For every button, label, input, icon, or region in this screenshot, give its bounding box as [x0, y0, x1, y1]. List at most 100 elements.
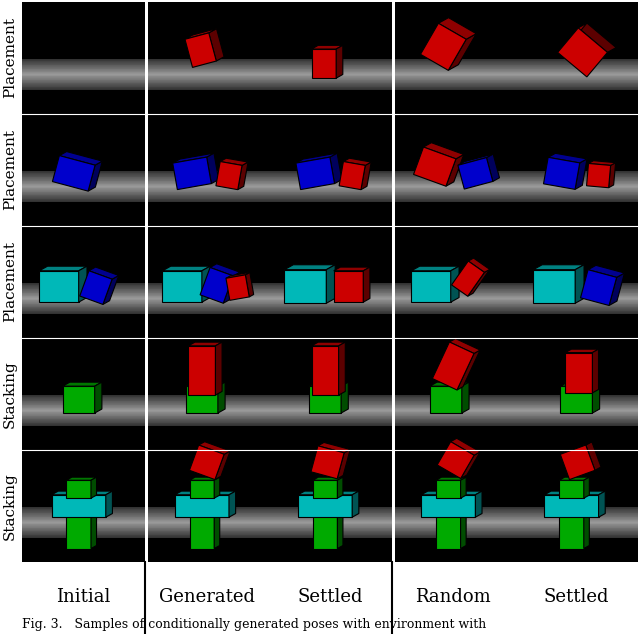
Bar: [515, 399, 638, 400]
Polygon shape: [461, 452, 480, 479]
Bar: [515, 183, 638, 184]
Bar: [268, 84, 392, 85]
Bar: [392, 537, 515, 538]
Polygon shape: [216, 342, 222, 395]
Bar: [145, 85, 268, 86]
Bar: [515, 306, 638, 307]
Bar: [268, 519, 392, 520]
Bar: [22, 515, 145, 517]
Bar: [145, 193, 268, 194]
Bar: [515, 114, 638, 171]
Bar: [22, 510, 145, 511]
Bar: [22, 507, 145, 508]
Bar: [268, 66, 392, 67]
Bar: [145, 314, 268, 338]
Bar: [268, 531, 392, 532]
Bar: [515, 82, 638, 84]
Bar: [145, 195, 268, 196]
Bar: [268, 86, 392, 87]
Polygon shape: [557, 23, 587, 53]
Bar: [22, 175, 145, 176]
Bar: [145, 405, 268, 406]
Bar: [22, 181, 145, 182]
Bar: [392, 60, 515, 61]
Bar: [22, 292, 145, 294]
Bar: [392, 413, 515, 414]
Bar: [268, 87, 392, 88]
Bar: [268, 59, 392, 60]
Bar: [268, 300, 392, 301]
Bar: [268, 533, 392, 534]
Polygon shape: [163, 266, 210, 271]
Polygon shape: [468, 269, 490, 296]
Polygon shape: [457, 350, 480, 390]
Bar: [392, 422, 515, 424]
Bar: [22, 298, 145, 299]
Polygon shape: [436, 477, 466, 480]
Bar: [515, 410, 638, 411]
Bar: [268, 283, 392, 284]
Bar: [268, 530, 392, 531]
Bar: [515, 285, 638, 287]
Polygon shape: [186, 382, 225, 386]
Bar: [145, 189, 268, 190]
Bar: [145, 530, 268, 531]
Bar: [268, 69, 392, 70]
Polygon shape: [218, 382, 225, 413]
Bar: [145, 89, 268, 91]
Polygon shape: [421, 491, 482, 495]
Bar: [515, 287, 638, 288]
Bar: [268, 513, 392, 514]
Bar: [145, 114, 268, 226]
Polygon shape: [313, 508, 337, 548]
Bar: [515, 338, 638, 450]
Bar: [22, 72, 145, 74]
Bar: [392, 410, 515, 411]
Bar: [22, 84, 145, 85]
Bar: [268, 398, 392, 399]
Polygon shape: [559, 480, 584, 498]
Bar: [145, 200, 268, 201]
Polygon shape: [284, 269, 326, 303]
Polygon shape: [189, 445, 224, 479]
Bar: [515, 187, 638, 188]
Bar: [268, 409, 392, 410]
Bar: [268, 338, 392, 450]
Polygon shape: [52, 491, 113, 495]
Bar: [268, 526, 392, 527]
Polygon shape: [341, 382, 348, 413]
Bar: [392, 70, 515, 71]
Bar: [145, 417, 268, 418]
Polygon shape: [103, 276, 119, 304]
Polygon shape: [214, 505, 220, 548]
Bar: [392, 84, 515, 85]
Bar: [515, 190, 638, 191]
Polygon shape: [584, 477, 589, 498]
Bar: [515, 519, 638, 520]
Bar: [22, 404, 145, 405]
Bar: [22, 199, 145, 200]
Bar: [145, 313, 268, 314]
Polygon shape: [575, 159, 587, 190]
Bar: [515, 2, 638, 114]
Bar: [392, 312, 515, 313]
Bar: [22, 514, 145, 515]
Bar: [268, 91, 392, 114]
Bar: [145, 418, 268, 420]
Bar: [22, 406, 145, 407]
Bar: [268, 171, 392, 172]
Bar: [392, 295, 515, 297]
Bar: [515, 89, 638, 91]
Bar: [268, 61, 392, 62]
Bar: [268, 405, 392, 406]
Bar: [145, 510, 268, 511]
Bar: [392, 313, 515, 314]
Bar: [22, 313, 145, 314]
Bar: [392, 399, 515, 400]
Bar: [145, 519, 268, 520]
Bar: [145, 305, 268, 306]
Polygon shape: [413, 147, 456, 186]
Bar: [515, 300, 638, 301]
Bar: [22, 69, 145, 70]
Bar: [145, 413, 268, 414]
